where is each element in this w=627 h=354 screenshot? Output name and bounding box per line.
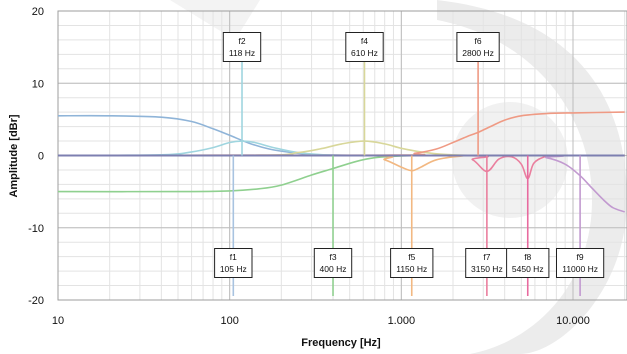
- x-tick-labels: 10 100 1.000 10.000: [52, 315, 590, 327]
- marker-box-f1: f1 105 Hz: [214, 248, 253, 278]
- marker-box-frame: [222, 32, 262, 62]
- marker-box-f6: f6 2800 Hz: [456, 32, 500, 62]
- annotation-layer: f1 105 Hz f2 118 Hz f3 400 Hz f4 610 Hz f5 1150 H…: [214, 32, 605, 296]
- marker-value-label: 11000 Hz: [562, 264, 598, 274]
- marker-box-frame: [214, 248, 253, 278]
- marker-value-label: 5450 Hz: [512, 264, 544, 274]
- marker-value-label: 610 Hz: [351, 48, 378, 58]
- marker-name-label: f9: [577, 252, 584, 262]
- marker-box-f9: f9 11000 Hz: [556, 248, 605, 278]
- marker-name-label: f7: [483, 252, 490, 262]
- marker-box-f3: f3 400 Hz: [313, 248, 353, 278]
- marker-value-label: 105 Hz: [220, 264, 247, 274]
- marker-box-f7: f7 3150 Hz: [465, 248, 509, 278]
- marker-box-f5: f5 1150 Hz: [390, 248, 434, 278]
- y-tick-label: 10: [32, 78, 44, 90]
- marker-name-label: f6: [475, 36, 482, 46]
- x-tick-label: 10: [52, 315, 64, 327]
- marker-box-frame: [390, 248, 434, 278]
- marker-box-frame: [556, 248, 605, 278]
- marker-value-label: 1150 Hz: [396, 264, 427, 274]
- marker-box-frame: [313, 248, 353, 278]
- marker-box-f2: f2 118 Hz: [222, 32, 262, 62]
- marker-value-label: 400 Hz: [320, 264, 347, 274]
- marker-box-frame: [506, 248, 550, 278]
- marker-name-label: f4: [361, 36, 368, 46]
- marker-name-label: f5: [408, 252, 415, 262]
- marker-value-label: 3150 Hz: [471, 264, 503, 274]
- x-tick-label: 100: [220, 315, 238, 327]
- marker-box-frame: [465, 248, 509, 278]
- marker-name-label: f2: [238, 36, 245, 46]
- marker-box-frame: [456, 32, 500, 62]
- x-tick-label: 10.000: [556, 315, 590, 327]
- marker-box-f4: f4 610 Hz: [345, 32, 384, 62]
- marker-value-label: 2800 Hz: [462, 48, 494, 58]
- marker-name-label: f1: [230, 252, 237, 262]
- y-tick-label: 0: [38, 151, 44, 163]
- marker-box-frame: [345, 32, 384, 62]
- y-axis-title: Amplitude [dBr]: [8, 114, 20, 197]
- y-tick-labels: 20 10 0 -10 -20: [28, 6, 44, 307]
- marker-name-label: f8: [524, 252, 531, 262]
- y-tick-label: -10: [28, 223, 44, 235]
- marker-box-f8: f8 5450 Hz: [506, 248, 550, 278]
- y-tick-label: 20: [32, 6, 44, 18]
- marker-name-label: f3: [329, 252, 336, 262]
- x-axis-title: Frequency [Hz]: [301, 337, 381, 349]
- x-tick-label: 1.000: [388, 315, 416, 327]
- marker-value-label: 118 Hz: [229, 48, 255, 58]
- y-tick-label: -20: [28, 295, 44, 307]
